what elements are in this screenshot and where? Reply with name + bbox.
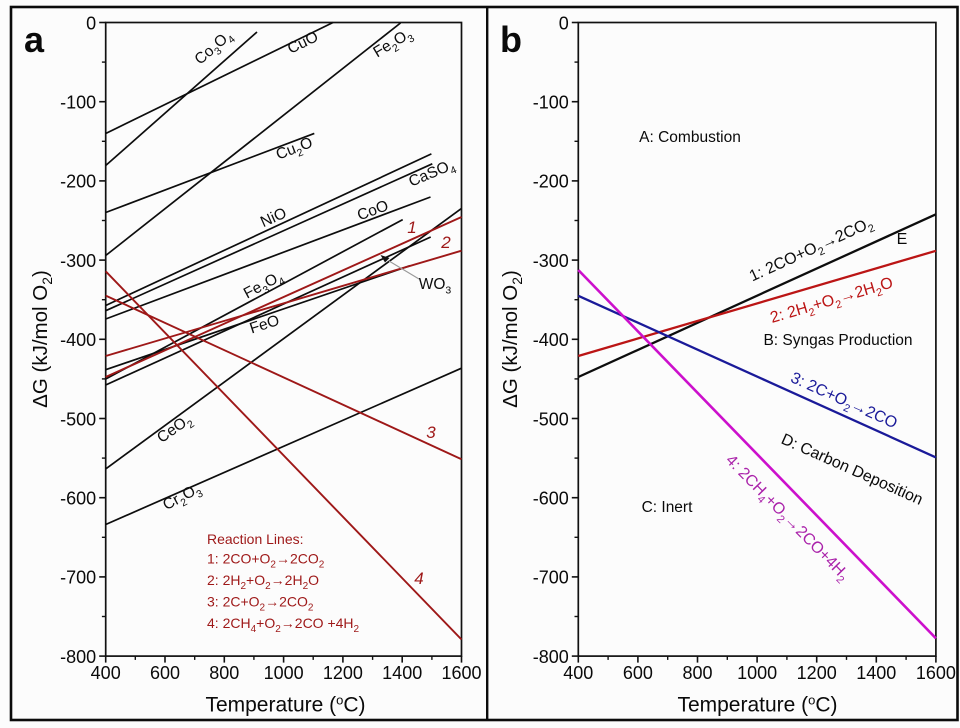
svg-text:1600: 1600 — [441, 663, 481, 683]
svg-text:-600: -600 — [533, 489, 569, 509]
svg-text:2: 2 — [440, 233, 451, 252]
svg-text:b: b — [500, 19, 522, 60]
svg-text:1400: 1400 — [382, 663, 422, 683]
svg-text:B: Syngas Production: B: Syngas Production — [763, 332, 912, 349]
svg-text:1: 1 — [407, 218, 416, 237]
svg-text:1200: 1200 — [323, 663, 363, 683]
svg-text:ΔG (kJ/mol O2): ΔG (kJ/mol O2) — [499, 270, 525, 408]
svg-text:-400: -400 — [533, 330, 569, 350]
svg-text:3: 3 — [426, 423, 436, 442]
svg-text:800: 800 — [209, 663, 239, 683]
svg-text:ΔG (kJ/mol O2): ΔG (kJ/mol O2) — [29, 270, 55, 408]
svg-text:3: 2C+O2→2CO2: 3: 2C+O2→2CO2 — [207, 594, 314, 614]
svg-text:-500: -500 — [533, 409, 569, 429]
svg-text:400: 400 — [91, 663, 121, 683]
svg-text:2: 2H2+O2→2H2O: 2: 2H2+O2→2H2O — [207, 572, 319, 592]
svg-text:1400: 1400 — [856, 663, 896, 683]
svg-text:-200: -200 — [533, 172, 569, 192]
svg-text:-100: -100 — [533, 93, 569, 113]
svg-text:Reaction Lines:: Reaction Lines: — [207, 531, 304, 547]
svg-text:-400: -400 — [60, 330, 96, 350]
svg-text:-600: -600 — [60, 489, 96, 509]
svg-text:4: 2CH4+O2→2CO +4H2: 4: 2CH4+O2→2CO +4H2 — [207, 615, 360, 635]
svg-text:400: 400 — [563, 663, 593, 683]
svg-text:-500: -500 — [60, 409, 96, 429]
svg-text:-700: -700 — [533, 568, 569, 588]
svg-text:1600: 1600 — [916, 663, 956, 683]
svg-text:600: 600 — [150, 663, 180, 683]
svg-text:1000: 1000 — [264, 663, 304, 683]
svg-text:1000: 1000 — [737, 663, 777, 683]
svg-text:-200: -200 — [60, 172, 96, 192]
svg-text:4: 4 — [414, 569, 423, 588]
svg-text:800: 800 — [682, 663, 712, 683]
svg-text:1: 2CO+O2→2CO2: 1: 2CO+O2→2CO2 — [207, 551, 325, 571]
svg-text:1200: 1200 — [797, 663, 837, 683]
svg-text:A: Combustion: A: Combustion — [639, 129, 741, 146]
svg-text:-800: -800 — [60, 647, 96, 667]
svg-text:-300: -300 — [60, 251, 96, 271]
svg-text:-800: -800 — [533, 647, 569, 667]
svg-text:WO3: WO3 — [419, 276, 452, 297]
svg-text:a: a — [24, 19, 45, 60]
svg-text:E: E — [897, 231, 908, 248]
svg-text:-700: -700 — [60, 568, 96, 588]
svg-text:0: 0 — [559, 13, 569, 33]
svg-text:600: 600 — [623, 663, 653, 683]
svg-text:-300: -300 — [533, 251, 569, 271]
svg-text:0: 0 — [86, 13, 96, 33]
svg-text:C: Inert: C: Inert — [642, 499, 694, 516]
svg-text:-100: -100 — [60, 93, 96, 113]
